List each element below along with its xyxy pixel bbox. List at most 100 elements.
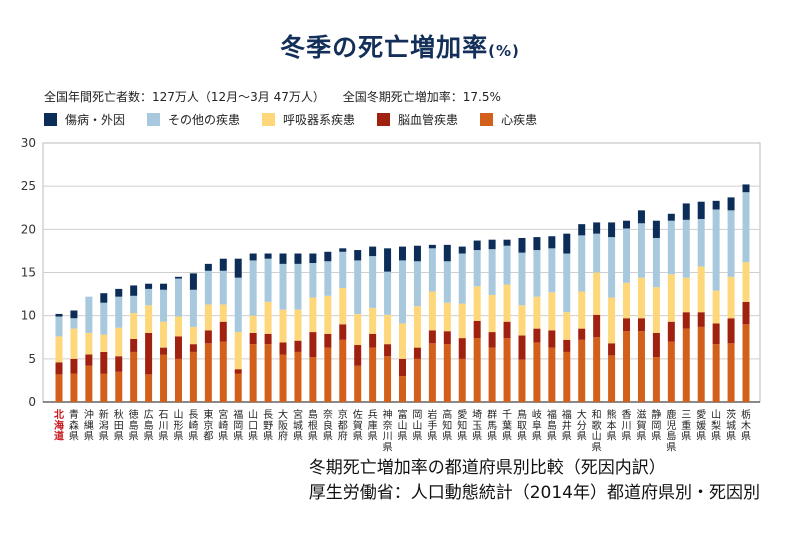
bar-segment [533,250,541,297]
bar-segment [712,200,720,210]
footer-caption: 冬期死亡増加率の都道府県別比較（死因内訳） [308,458,666,478]
bar-segment [593,337,601,402]
bar-segment [85,296,93,333]
y-tick-label: 5 [28,352,36,366]
bar-segment [189,351,197,402]
x-tick-label: 富山県 [398,408,408,443]
bar-segment [413,261,421,307]
x-tick-label: 秋田県 [114,408,124,443]
bar-segment [413,245,421,262]
bar-segment [234,258,242,278]
bar-segment [130,313,138,339]
bar-segment [130,338,138,352]
bar-segment [115,371,123,402]
bar-segment [264,253,272,259]
bar-segment [548,292,556,331]
x-tick-label: 奈良県 [323,408,333,443]
footer-source: 厚生労働省：人口動態統計（2014年）都道府県別・死因別 [308,483,760,503]
bar-segment [160,354,168,402]
bar-segment [204,263,212,271]
bar-segment [518,359,526,402]
bar-segment [294,351,302,402]
bar-segment [160,283,168,290]
bar-segment [533,296,541,329]
bar-segment [742,184,750,193]
x-tick-label: 鹿児島県 [666,408,676,453]
bar-segment [488,294,496,333]
bar-segment [548,236,556,249]
chart-title-unit: (%) [488,42,520,60]
bar-segment [339,339,347,402]
x-tick-label: 兵庫県 [368,408,378,443]
bar-segment [309,253,317,264]
bar-segment [55,374,63,402]
x-tick-label: 大阪府 [278,408,288,443]
bar-segment [115,327,123,357]
bar-segment [369,307,377,334]
bar-segment [578,224,586,236]
bar-segment [608,222,616,238]
bar-segment [145,283,153,289]
bar-segment [55,313,63,317]
bar-segment [264,301,272,334]
bar-segment [473,320,481,339]
bar-segment [160,289,168,322]
bar-segment [130,351,138,402]
x-tick-label: 神奈川県 [383,408,393,453]
bar-segment [309,332,317,358]
bar-segment [100,293,108,303]
y-tick-label: 15 [21,266,36,280]
bar-segment [354,345,362,366]
bar-segment [294,253,302,264]
bar-segment [249,315,257,333]
legend-item: 呼吸器系疾患 [262,111,355,128]
stat-annual-deaths: 全国年間死亡者数：127万人（12月～3月 47万人） [44,90,325,104]
x-tick-label: 千葉県 [502,409,512,443]
bar-segment [682,203,690,220]
bar-segment [637,210,645,224]
bar-segment [473,240,481,251]
bar-segment [697,326,705,402]
bar-segment [443,331,451,345]
bar-segment [428,291,436,331]
x-tick-label: 北海道 [54,408,64,443]
bar-segment [458,303,466,339]
legend-label: 心疾患 [501,112,538,127]
bar-segment [354,365,362,402]
bar-segment [652,287,660,333]
bar-segment [279,263,287,310]
x-tick-label: 福井県 [562,408,572,443]
x-tick-label: 大分県 [577,408,587,443]
bar-segment [324,333,332,348]
bar-segment [458,358,466,402]
bar-segment [204,270,212,305]
bar-segment [488,239,496,250]
bar-segment [399,323,406,359]
bar-segment [324,295,332,334]
x-tick-label: 熊本県 [607,408,617,443]
bar-segment [623,220,631,229]
bar-segment [369,246,377,257]
bar-segment [399,260,406,324]
bar-segment [578,235,586,292]
x-tick-label: 広島県 [144,408,154,443]
bar-segment [249,253,257,261]
bar-segment [100,373,108,402]
bar-segment [608,343,616,356]
bar-segment [443,344,451,402]
y-tick-label: 20 [21,222,36,236]
bar-segment [637,318,645,332]
bar-segment [309,357,317,402]
y-tick-label: 25 [21,179,36,193]
bar-segment [458,338,466,359]
bar-segment [727,318,735,344]
chart-title: 冬季の死亡増加率(%) [0,28,800,64]
bar-segment [473,250,481,287]
x-tick-label: 静岡県 [651,408,661,443]
legend: 傷病・外因 その他の疾患 呼吸器系疾患 脳血管疾患 心疾患 [44,110,559,128]
bar-segment [667,321,675,342]
bar-segment [279,309,287,343]
bar-segment [174,358,182,402]
bar-segment [115,288,123,297]
x-tick-label: 京都府 [338,408,348,443]
